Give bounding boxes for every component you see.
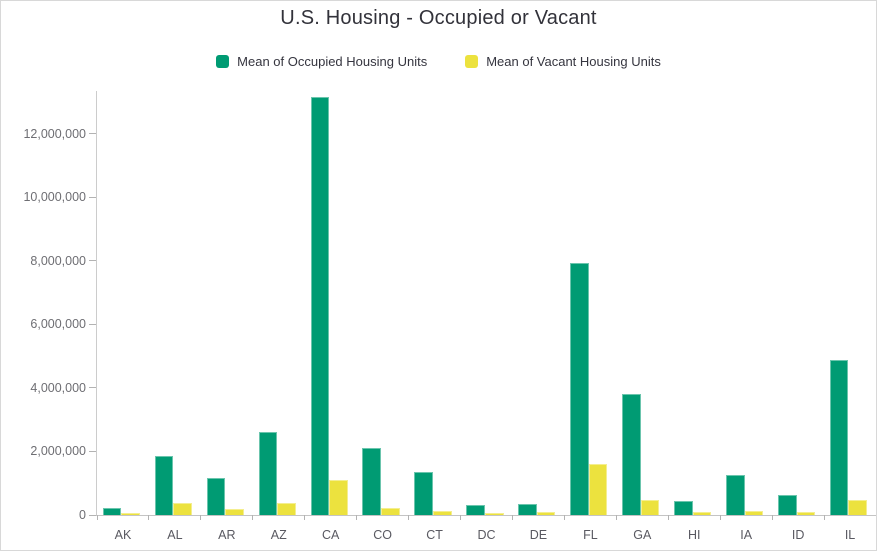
- x-axis-tick: [771, 515, 773, 520]
- y-axis-tick-label: 6,000,000: [30, 317, 86, 332]
- y-axis-tick: [89, 260, 96, 262]
- x-axis-tick: [823, 515, 825, 520]
- bar-occupied-FL[interactable]: [570, 263, 589, 515]
- x-axis-tick: [408, 515, 410, 520]
- y-axis-line: [96, 91, 97, 515]
- plot-area: 0 2,000,000 4,000,000 6,000,000 8,000,000 10,…: [23, 91, 876, 542]
- bar-vacant-AL[interactable]: [173, 503, 192, 515]
- x-axis-tick: [563, 515, 565, 520]
- legend: Mean of Occupied Housing Units Mean of V…: [1, 54, 876, 69]
- y-axis-tick-label: 12,000,000: [23, 126, 86, 141]
- x-axis-label-CA: CA: [322, 528, 340, 542]
- x-axis-tick: [356, 515, 358, 520]
- bar-vacant-IA[interactable]: [744, 510, 764, 515]
- y-axis-tick-label: 2,000,000: [30, 444, 86, 459]
- x-axis-label-AR: AR: [218, 528, 236, 542]
- bar-occupied-ID[interactable]: [777, 494, 797, 515]
- y-axis-tick: [89, 450, 96, 452]
- y-axis-tick: [89, 133, 96, 135]
- y-axis-tick: [89, 196, 96, 198]
- x-axis-label-IA: IA: [740, 528, 753, 542]
- x-axis-tick: [615, 515, 617, 520]
- x-axis-tick: [252, 515, 254, 520]
- x-axis-label-AZ: AZ: [270, 528, 287, 542]
- x-axis-tick: [875, 515, 876, 520]
- x-axis-label-IL: IL: [844, 528, 856, 542]
- vacant-series-swatch-icon: [465, 55, 479, 68]
- y-axis-tick-label: 4,000,000: [30, 380, 86, 395]
- x-axis-tick: [148, 515, 150, 520]
- bar-vacant-IL[interactable]: [848, 499, 868, 515]
- bar-occupied-AL[interactable]: [154, 455, 174, 515]
- bar-vacant-AZ[interactable]: [277, 503, 296, 515]
- bar-vacant-AR[interactable]: [225, 508, 244, 515]
- bar-vacant-CA[interactable]: [329, 480, 348, 515]
- x-axis-tick: [200, 515, 202, 520]
- bar-occupied-AZ[interactable]: [258, 432, 278, 515]
- bar-occupied-CT[interactable]: [414, 471, 433, 515]
- x-axis-tick: [460, 515, 462, 520]
- x-axis-label-DC: DC: [477, 528, 496, 542]
- x-axis-label-HI: HI: [687, 528, 701, 542]
- y-axis-tick-label: 0: [79, 508, 86, 522]
- bar-vacant-DE[interactable]: [536, 511, 556, 515]
- bar-vacant-CT[interactable]: [433, 510, 452, 515]
- chart-title: U.S. Housing - Occupied or Vacant: [280, 7, 597, 29]
- x-axis-label-CO: CO: [373, 528, 392, 542]
- occupied-series-swatch-icon: [216, 55, 230, 68]
- bar-vacant-CO[interactable]: [381, 508, 400, 515]
- y-axis-tick-label: 8,000,000: [30, 253, 86, 268]
- bar-occupied-IL[interactable]: [829, 359, 849, 515]
- legend-label-occupied: Mean of Occupied Housing Units: [237, 54, 428, 69]
- legend-item-vacant[interactable]: Mean of Vacant Housing Units: [465, 54, 661, 69]
- bar-occupied-HI[interactable]: [674, 501, 693, 515]
- y-axis-tick-label: 10,000,000: [23, 190, 86, 205]
- x-axis-line: [96, 515, 876, 516]
- y-axis-tick: [89, 323, 96, 325]
- bar-occupied-AR[interactable]: [206, 478, 226, 515]
- x-axis-tick: [96, 515, 98, 520]
- x-axis-label-ID: ID: [791, 528, 805, 542]
- x-axis-label-AL: AL: [167, 528, 183, 542]
- bar-vacant-FL[interactable]: [588, 463, 608, 515]
- bar-occupied-DC[interactable]: [466, 505, 485, 515]
- y-axis-tick: [89, 514, 96, 516]
- bar-vacant-DC[interactable]: [484, 513, 504, 515]
- x-axis-tick: [304, 515, 306, 520]
- bar-occupied-CA[interactable]: [310, 97, 330, 515]
- bar-vacant-GA[interactable]: [640, 499, 660, 515]
- bar-vacant-AK[interactable]: [121, 513, 140, 515]
- bar-occupied-GA[interactable]: [622, 394, 641, 515]
- x-axis-label-CT: CT: [426, 528, 443, 542]
- x-axis-label-FL: FL: [583, 528, 598, 542]
- bar-vacant-ID[interactable]: [796, 512, 816, 515]
- bar-vacant-HI[interactable]: [692, 512, 712, 515]
- legend-label-vacant: Mean of Vacant Housing Units: [486, 54, 661, 69]
- y-axis-tick: [89, 387, 96, 389]
- x-axis-tick: [511, 515, 513, 520]
- x-axis-label-AK: AK: [114, 528, 132, 542]
- bar-occupied-IA[interactable]: [726, 475, 745, 515]
- bar-occupied-DE[interactable]: [518, 504, 537, 515]
- bar-occupied-AK[interactable]: [102, 507, 122, 515]
- x-axis-label-DE: DE: [529, 528, 548, 542]
- x-axis-tick: [667, 515, 669, 520]
- legend-item-occupied[interactable]: Mean of Occupied Housing Units: [216, 54, 427, 69]
- bar-occupied-CO[interactable]: [362, 448, 382, 515]
- x-axis-tick: [719, 515, 721, 520]
- x-axis-label-GA: GA: [633, 528, 652, 542]
